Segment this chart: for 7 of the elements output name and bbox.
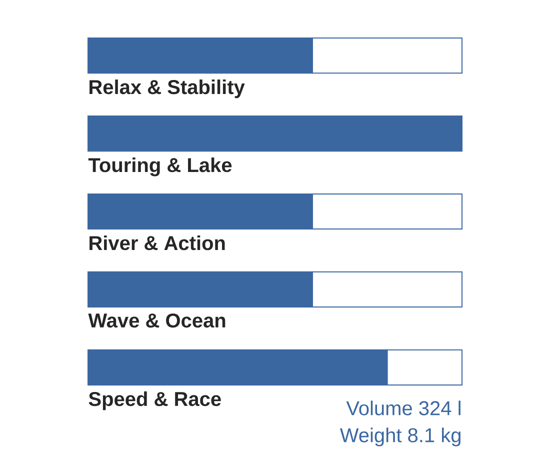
y-tick-label: Relax & Stability [90,80,245,98]
y-tick-label: Speed & Race [88,391,221,410]
annotation: Volume 324 l [346,400,460,416]
y-tick-label: Wave & Ocean [88,313,226,328]
annotation: Weight 8.1 kg [340,428,460,446]
y-tick-label: Touring & Lake [88,158,232,176]
y-tick-label: River & Action [90,235,225,250]
